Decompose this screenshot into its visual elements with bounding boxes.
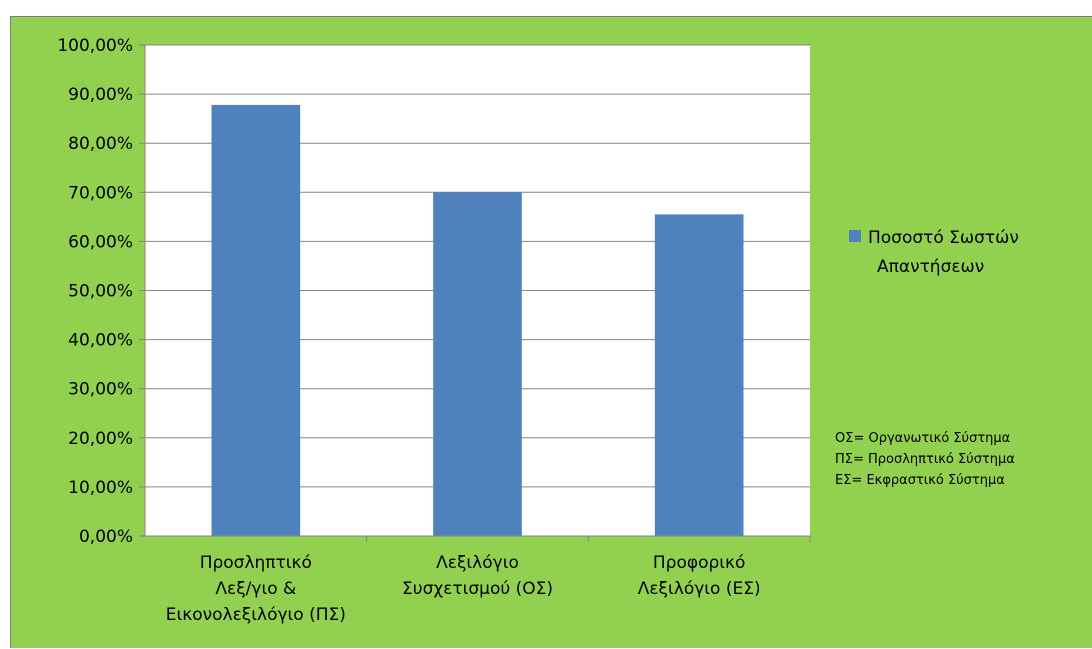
legend-swatch (849, 230, 861, 242)
y-tick-label: 20,00% (68, 429, 133, 449)
bar (654, 214, 744, 536)
x-category-label-line: Προφορικό (653, 553, 746, 573)
y-tick-label: 0,00% (79, 527, 133, 547)
bars (211, 104, 744, 537)
y-tick-label: 70,00% (68, 183, 133, 203)
y-tick-label: 40,00% (68, 331, 133, 351)
y-tick-label: 90,00% (68, 85, 133, 105)
legend-label: Ποσοστό Σωστών Απαντήσεων (868, 228, 1019, 277)
annotation-note: ΠΣ= Προσληπτικό Σύστημα (835, 452, 1015, 467)
annotation-note: ΕΣ= Εκφραστικό Σύστημα (835, 473, 1005, 488)
bar (211, 104, 301, 536)
x-category-label-line: Εικονολεξιλόγιο (ΠΣ) (166, 605, 346, 625)
x-category-label-line: Λεξ/γιο & (215, 579, 296, 599)
y-tick-label: 50,00% (68, 282, 133, 302)
x-category-label: Προσληπτικό Λεξ/γιο & Εικονολεξιλόγιο (ΠΣ) (166, 553, 346, 625)
x-category-label: Λεξιλόγιο Συσχετισμού (ΟΣ) (402, 553, 553, 599)
y-tick-label: 60,00% (68, 232, 133, 252)
annotation-note: ΟΣ= Οργανωτικό Σύστημα (835, 431, 1010, 446)
legend: Ποσοστό Σωστών Απαντήσεων (849, 228, 1019, 277)
y-tick-label: 30,00% (68, 380, 133, 400)
legend-label-line: Απαντήσεων (877, 257, 984, 277)
x-category-label-line: Προσληπτικό (200, 553, 312, 573)
x-category-label-line: Λεξιλόγιο (436, 553, 519, 573)
x-category-label: Προφορικό Λεξιλόγιο (ΕΣ) (638, 553, 761, 599)
x-category-label-line: Συσχετισμού (ΟΣ) (402, 579, 553, 599)
x-category-label-line: Λεξιλόγιο (ΕΣ) (638, 579, 761, 599)
bar (433, 192, 522, 537)
y-tick-label: 10,00% (68, 478, 133, 498)
y-tick-label: 80,00% (68, 134, 133, 154)
axes (139, 44, 811, 542)
axis-labels: 0,00% 10,00% 20,00% 30,00% 40,00% 50,00% 60,00… (57, 36, 760, 625)
bar-chart: 0,00% 10,00% 20,00% 30,00% 40,00% 50,00% 60,00… (57, 36, 1019, 625)
y-tick-label: 100,00% (57, 36, 133, 56)
annotations: ΟΣ= Οργανωτικό Σύστημα ΠΣ= Προσληπτικό Σύ… (835, 431, 1015, 488)
legend-label-line: Ποσοστό Σωστών (868, 228, 1019, 248)
chart-frame: 0,00% 10,00% 20,00% 30,00% 40,00% 50,00% 60,00… (10, 16, 1092, 648)
